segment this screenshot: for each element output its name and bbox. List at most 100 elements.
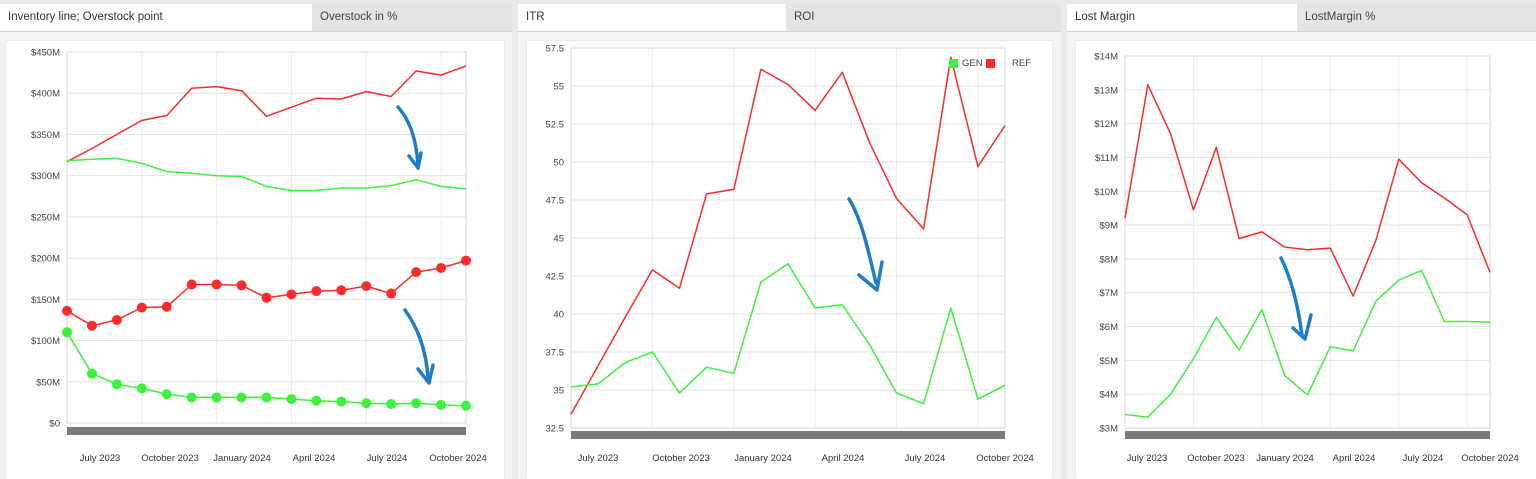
series-line bbox=[570, 56, 1006, 415]
data-point bbox=[361, 398, 372, 409]
y-tick-label: 42.5 bbox=[546, 272, 565, 283]
data-point bbox=[461, 400, 471, 411]
legend-label-ref: REF bbox=[1012, 58, 1031, 69]
x-tick-label: January 2024 bbox=[1256, 453, 1314, 464]
y-tick-label: $6M bbox=[1100, 322, 1119, 333]
data-point bbox=[386, 288, 397, 299]
y-tick-label: 47.5 bbox=[546, 196, 565, 207]
y-tick-label: $4M bbox=[1100, 390, 1119, 401]
y-tick-label: $7M bbox=[1100, 288, 1119, 299]
plot-border bbox=[66, 51, 467, 424]
y-tick-label: 37.5 bbox=[546, 348, 565, 359]
plot-border bbox=[1124, 55, 1491, 429]
x-tick-label: January 2024 bbox=[213, 453, 271, 464]
data-point bbox=[436, 399, 447, 410]
data-point bbox=[386, 399, 397, 410]
arrow-head bbox=[407, 151, 423, 170]
panel-itr: ITR ROI 32.5 35 37.5 40 42.5 45 47.5 50 52.5 55 57… bbox=[518, 4, 1061, 479]
y-tick-label: $50M bbox=[36, 377, 60, 388]
arrow-head bbox=[416, 363, 435, 385]
data-point bbox=[411, 267, 422, 278]
data-point bbox=[136, 383, 147, 394]
data-point bbox=[62, 327, 72, 338]
tab-inventory-line[interactable]: Inventory line; Overstock point bbox=[0, 4, 312, 31]
y-tick-label: 45 bbox=[553, 234, 564, 245]
y-tick-label: 40 bbox=[553, 310, 564, 321]
data-point bbox=[62, 305, 72, 316]
data-point bbox=[361, 281, 372, 292]
data-point bbox=[186, 279, 197, 290]
data-point bbox=[336, 285, 347, 296]
x-tick-label: July 2023 bbox=[578, 453, 619, 464]
range-scrollbar bbox=[571, 431, 1005, 439]
y-tick-label: $0 bbox=[49, 419, 60, 430]
annotation-arrow bbox=[403, 308, 430, 379]
data-point bbox=[261, 292, 272, 303]
annotation-arrow bbox=[847, 197, 878, 285]
data-point bbox=[236, 280, 247, 291]
chart-card bbox=[6, 41, 504, 479]
tab-overstock-percent[interactable]: Overstock in % bbox=[312, 4, 512, 31]
range-scrollbar bbox=[67, 427, 466, 435]
lost-margin-chart: $3M $4M $5M $6M $7M $8M $9M $10M $11M $12M $13M $14… bbox=[1094, 52, 1519, 465]
data-point bbox=[236, 392, 247, 403]
annotation-arrow bbox=[396, 105, 420, 166]
y-tick-label: $100M bbox=[31, 336, 60, 347]
y-tick-label: $400M bbox=[31, 89, 60, 100]
tab-roi[interactable]: ROI bbox=[786, 4, 1061, 31]
y-tick-label: 55 bbox=[553, 82, 564, 93]
x-tick-label: April 2024 bbox=[1333, 453, 1376, 464]
y-tick-label: $9M bbox=[1100, 221, 1119, 232]
y-tick-label: $200M bbox=[31, 254, 60, 265]
chart-layer: $0 $50M $100M $150M $200M $250M $300M $350M $400… bbox=[31, 48, 487, 465]
range-scrollbar bbox=[1125, 431, 1490, 439]
series-line bbox=[1124, 83, 1491, 297]
data-point bbox=[161, 301, 172, 312]
data-point bbox=[336, 396, 347, 407]
data-point bbox=[136, 302, 147, 313]
legend-swatch-gen bbox=[949, 59, 958, 68]
chart-card bbox=[1076, 41, 1536, 479]
data-point bbox=[311, 395, 322, 406]
y-tick-label: $5M bbox=[1100, 356, 1119, 367]
itr-chart: 32.5 35 37.5 40 42.5 45 47.5 50 52.5 55 57.5 July 2… bbox=[546, 44, 1034, 465]
series-line bbox=[1124, 269, 1491, 418]
data-point bbox=[86, 320, 97, 331]
x-tick-label: July 2023 bbox=[80, 453, 121, 464]
x-tick-label: January 2024 bbox=[734, 453, 792, 464]
x-tick-label: October 2023 bbox=[1187, 453, 1245, 464]
y-tick-label: $12M bbox=[1094, 119, 1118, 130]
arrow-head bbox=[857, 260, 884, 292]
x-tick-label: April 2024 bbox=[293, 453, 336, 464]
x-tick-label: October 2024 bbox=[1461, 453, 1519, 464]
data-point bbox=[111, 379, 122, 390]
data-point bbox=[211, 279, 222, 290]
x-tick-label: July 2024 bbox=[1403, 453, 1444, 464]
y-tick-label: $8M bbox=[1100, 254, 1119, 265]
tab-itr[interactable]: ITR bbox=[518, 4, 786, 31]
chart-layer: 32.5 35 37.5 40 42.5 45 47.5 50 52.5 55 57.5 July 2… bbox=[546, 44, 1034, 465]
data-point bbox=[311, 286, 322, 297]
plot-border bbox=[570, 47, 1006, 429]
y-tick-label: $13M bbox=[1094, 85, 1118, 96]
panel-inventory: Inventory line; Overstock point Overstoc… bbox=[0, 4, 512, 479]
tab-bar: Lost Margin LostMargin % bbox=[1067, 4, 1536, 32]
tab-lost-margin-percent[interactable]: LostMargin % bbox=[1297, 4, 1536, 31]
data-point bbox=[461, 255, 471, 266]
panel-lost-margin: Lost Margin LostMargin % $3M $4M $5M $6M $7M… bbox=[1067, 4, 1536, 479]
y-tick-label: 57.5 bbox=[546, 44, 565, 55]
y-tick-label: $350M bbox=[31, 130, 60, 141]
series-line bbox=[66, 65, 467, 163]
data-point bbox=[186, 392, 197, 403]
x-tick-label: July 2023 bbox=[1127, 453, 1168, 464]
y-tick-label: 35 bbox=[553, 386, 564, 397]
y-tick-label: $14M bbox=[1094, 52, 1118, 63]
x-tick-label: October 2024 bbox=[976, 453, 1034, 464]
y-tick-label: 32.5 bbox=[546, 424, 565, 435]
data-point bbox=[161, 389, 172, 400]
y-tick-label: $10M bbox=[1094, 187, 1118, 198]
data-point bbox=[261, 392, 272, 403]
series-line bbox=[66, 157, 467, 192]
series-line bbox=[570, 263, 1006, 405]
tab-lost-margin[interactable]: Lost Margin bbox=[1067, 4, 1297, 31]
